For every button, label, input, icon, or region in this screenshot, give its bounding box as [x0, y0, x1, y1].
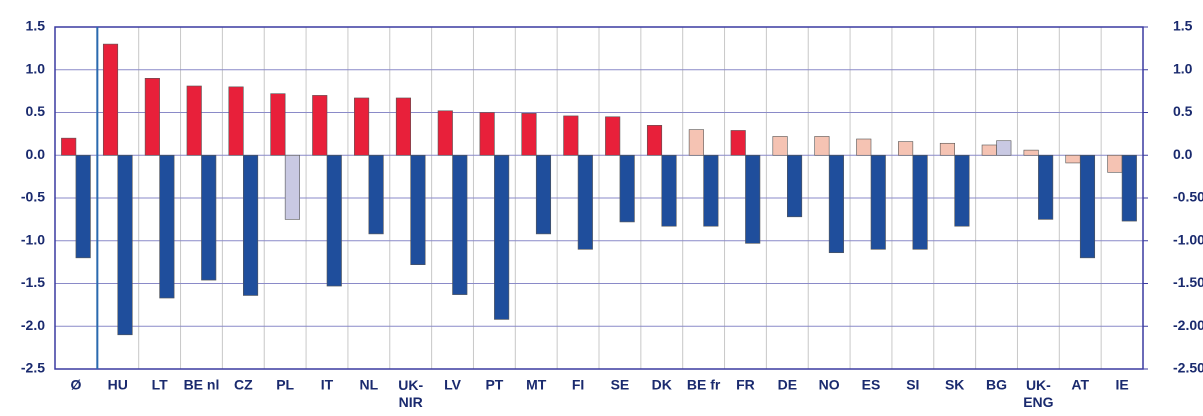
bar	[144, 78, 160, 156]
bar	[619, 154, 635, 223]
bar	[186, 85, 202, 156]
bar	[912, 154, 928, 250]
plot-frame	[54, 26, 1144, 370]
bar	[646, 125, 663, 156]
y2-tick-label: -2.50	[1173, 360, 1203, 376]
y-tick-label: 0.0	[26, 146, 46, 162]
y2-tick-label: 1.5	[1173, 18, 1193, 34]
y2-tick-label: 0.0	[1173, 146, 1193, 162]
x-tick-label: DE	[778, 377, 797, 393]
bar	[577, 154, 593, 250]
bar	[730, 130, 746, 156]
bar	[102, 43, 119, 156]
bar	[898, 141, 914, 156]
x-tick-label: SI	[906, 377, 919, 393]
x-tick-label: Ø	[70, 377, 81, 393]
bar	[688, 129, 704, 156]
x-tick-label: SK	[945, 377, 964, 393]
x-tick-label: PT	[485, 377, 503, 393]
bar	[870, 154, 886, 250]
bar	[368, 154, 384, 235]
bar	[61, 137, 77, 156]
bar	[787, 154, 803, 218]
bar	[284, 154, 300, 220]
bar	[814, 136, 830, 156]
y-tick-label: 0.5	[26, 103, 46, 119]
bar	[939, 142, 955, 156]
bar	[1079, 154, 1096, 259]
bar	[1038, 154, 1054, 220]
bar	[605, 116, 621, 156]
x-tick-label: IE	[1115, 377, 1128, 393]
y-tick-label: -2.0	[21, 317, 45, 333]
bar	[201, 154, 217, 281]
x-tick-label: ES	[862, 377, 881, 393]
y2-tick-label: -1.50	[1173, 274, 1203, 290]
y2-tick-label: -1.00	[1173, 231, 1203, 247]
y2-tick-label: 0.5	[1173, 103, 1193, 119]
x-tick-label: NL	[360, 377, 379, 393]
bar	[981, 144, 997, 156]
bar	[243, 154, 259, 296]
x-tick-label: BG	[986, 377, 1007, 393]
bar	[563, 115, 579, 156]
bar	[354, 97, 370, 156]
bar	[745, 154, 761, 244]
y-tick-label: -2.5	[21, 360, 45, 376]
x-tick-label: AT	[1071, 377, 1089, 393]
x-tick-label: BE fr	[687, 377, 721, 393]
y2-tick-label: -0.50	[1173, 189, 1203, 205]
bar	[270, 93, 286, 156]
bar	[75, 154, 91, 259]
x-tick-label: HU	[108, 377, 128, 393]
bar	[117, 154, 133, 336]
x-tick-label: UK-NIR	[398, 377, 423, 410]
bar	[535, 154, 552, 235]
bar	[856, 138, 872, 156]
bar	[661, 154, 677, 227]
bar	[410, 154, 426, 265]
y-tick-label: 1.0	[26, 60, 46, 76]
x-tick-label: UK-ENG	[1023, 377, 1053, 410]
x-tick-label: FI	[572, 377, 584, 393]
bar	[228, 86, 244, 156]
bar	[326, 154, 342, 287]
bar	[1065, 154, 1081, 164]
x-tick-label: BE nl	[184, 377, 220, 393]
bar	[494, 154, 510, 320]
y-tick-label: -1.0	[21, 231, 45, 247]
x-tick-label: FR	[736, 377, 755, 393]
bar	[996, 140, 1012, 156]
x-tick-label: NO	[819, 377, 840, 393]
bar	[159, 154, 175, 299]
y2-tick-label: -2.00	[1173, 317, 1203, 333]
bar	[437, 110, 453, 156]
bar	[479, 112, 495, 156]
bar	[828, 154, 844, 254]
bar	[395, 97, 411, 156]
bar	[954, 154, 970, 227]
bar	[312, 95, 328, 156]
x-tick-label: PL	[276, 377, 294, 393]
bar	[1121, 154, 1137, 222]
x-tick-label: SE	[611, 377, 630, 393]
bar	[772, 136, 788, 156]
x-tick-label: LT	[152, 377, 169, 393]
y-tick-label: -0.5	[21, 189, 45, 205]
bar	[703, 154, 719, 227]
x-tick-label: CZ	[234, 377, 253, 393]
x-tick-label: IT	[321, 377, 334, 393]
y2-tick-label: 1.0	[1173, 60, 1193, 76]
x-tick-label: MT	[526, 377, 547, 393]
x-tick-label: LV	[444, 377, 462, 393]
x-tick-label: DK	[652, 377, 672, 393]
bar	[1023, 149, 1039, 156]
y-tick-label: -1.5	[21, 274, 45, 290]
bar	[521, 113, 537, 156]
bar	[1107, 154, 1123, 173]
bar	[452, 154, 468, 295]
y-tick-label: 1.5	[26, 18, 46, 34]
